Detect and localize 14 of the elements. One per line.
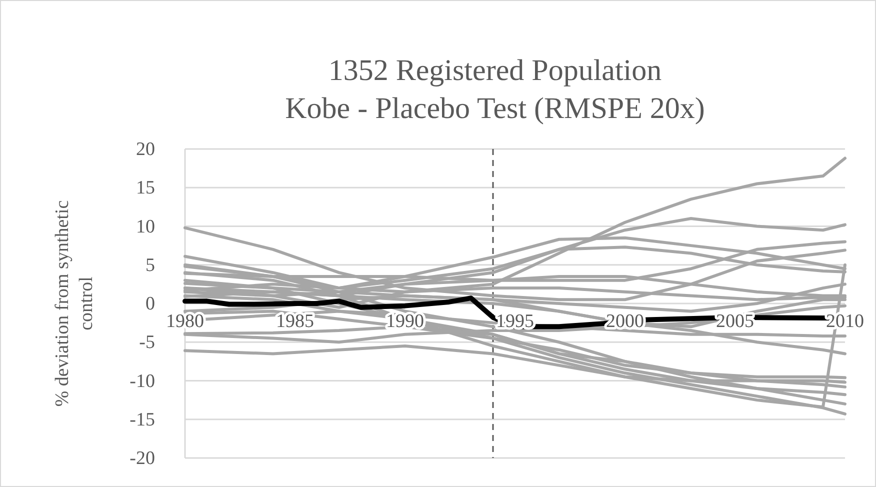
y-tick-label: 0 <box>146 294 155 315</box>
x-tick-label: 1980 <box>166 310 204 332</box>
y-tick-label: 15 <box>136 178 155 199</box>
y-tick-label: -10 <box>130 370 155 392</box>
y-tick-label: 20 <box>136 139 155 160</box>
y-axis-title: % deviation from synthetic control <box>52 200 97 407</box>
y-tick-label: 5 <box>146 254 155 276</box>
y-tick-label: -5 <box>139 332 155 354</box>
y-tick-label: 10 <box>136 216 155 238</box>
y-tick-label: -20 <box>130 448 155 470</box>
chart-title: 1352 Registered Population Kobe - Placebo Test (RMSPE 20x) <box>285 54 705 125</box>
x-tick-label: 1985 <box>276 310 314 332</box>
y-tick-label: -15 <box>130 409 155 430</box>
x-tick-label: 2010 <box>826 310 864 332</box>
